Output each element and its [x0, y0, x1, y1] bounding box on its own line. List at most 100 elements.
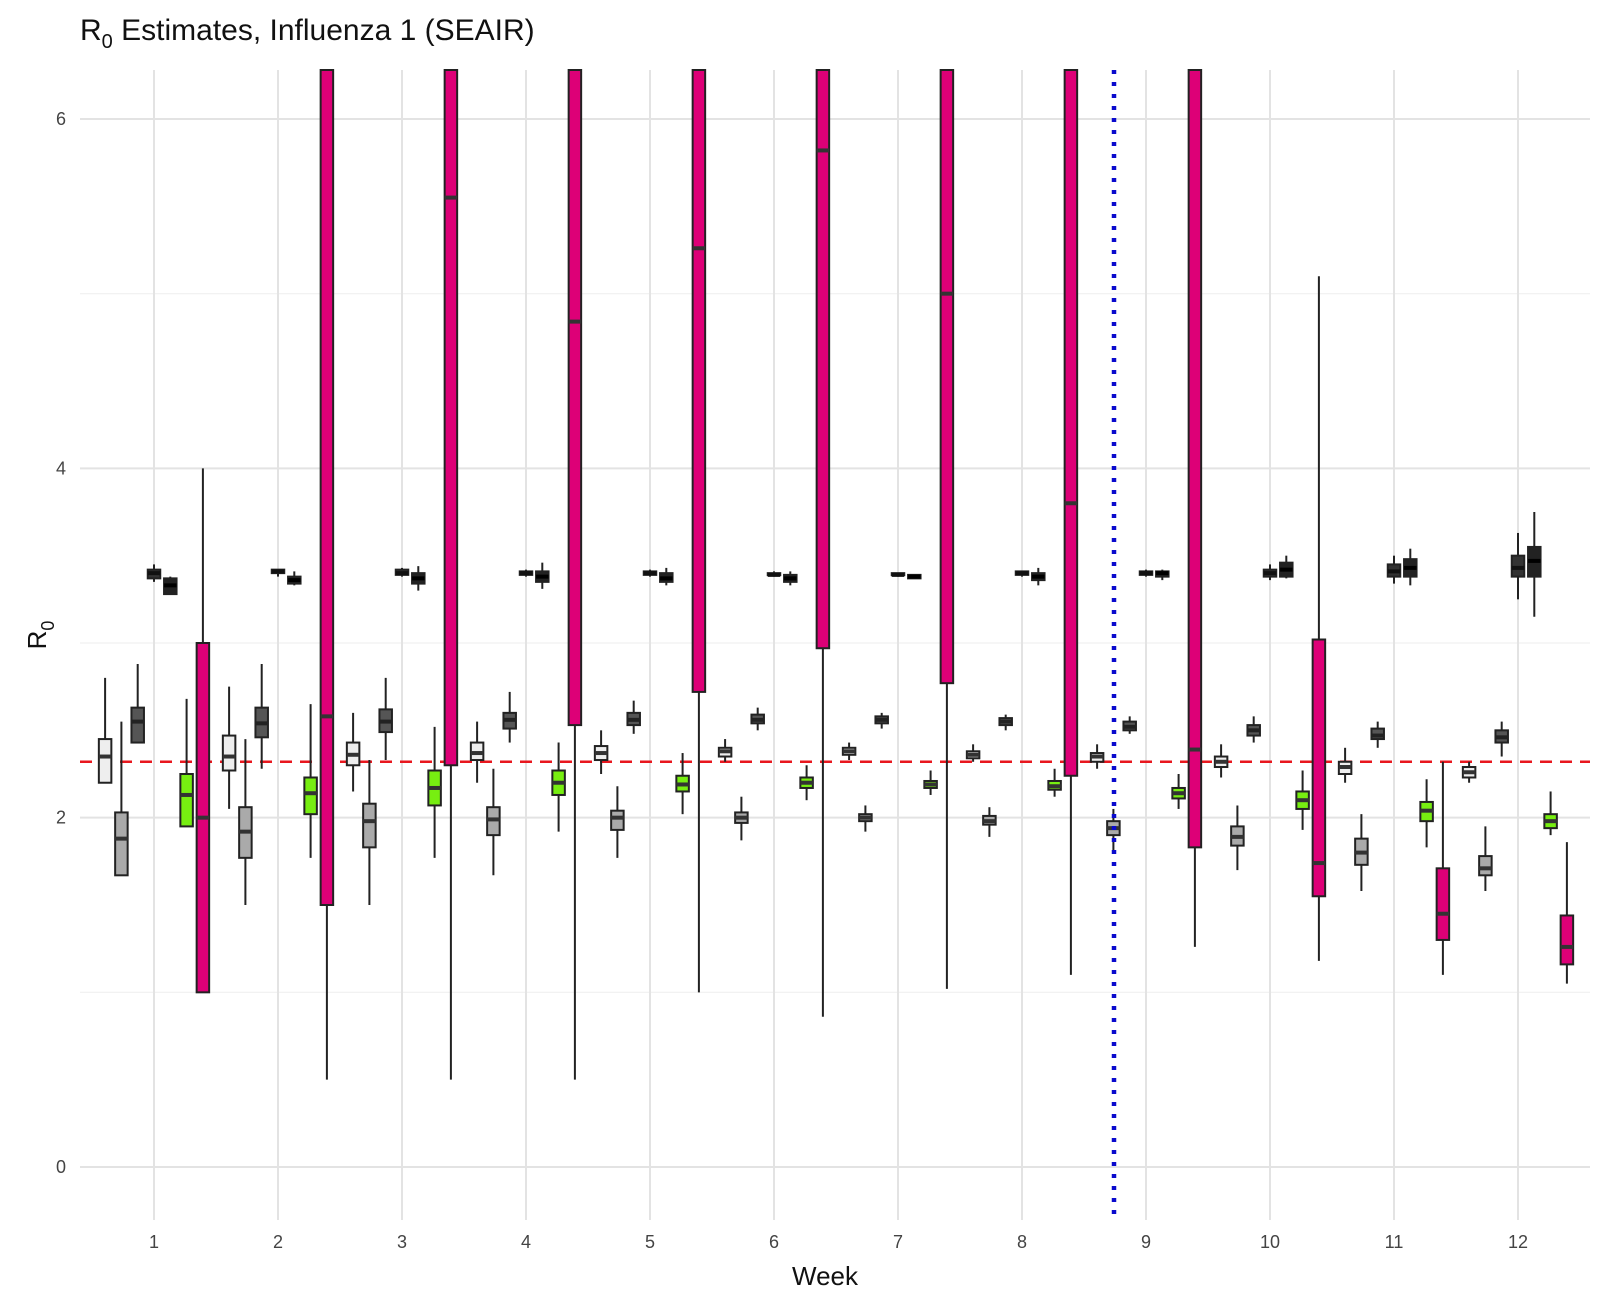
box-s4-week-8: [1014, 570, 1030, 577]
box-s6-week-12: [1543, 791, 1558, 836]
box-s3-week-1: [130, 663, 145, 744]
box-s6-week-9: [1171, 774, 1186, 809]
box-s4-week-11: [1386, 555, 1402, 584]
box-s1-week-7: [841, 742, 857, 761]
box: [1478, 855, 1493, 877]
box: [1063, 69, 1079, 777]
box-s4-week-1: [146, 564, 162, 582]
box-s2-week-7: [858, 805, 873, 832]
x-tick-label: 12: [1508, 1232, 1528, 1252]
box: [130, 706, 145, 744]
box-s5-week-7: [907, 573, 922, 580]
box-s1-week-10: [1213, 744, 1229, 778]
box-s5-week-2: [287, 571, 302, 586]
x-tick-label: 11: [1385, 1232, 1404, 1252]
x-tick-label: 7: [893, 1232, 903, 1252]
box-s3-week-6: [750, 707, 765, 731]
x-tick-label: 8: [1017, 1232, 1027, 1252]
box-s4-week-7: [890, 572, 906, 577]
box-s5-week-12: [1527, 512, 1542, 617]
box-s3-week-9: [1122, 716, 1137, 734]
box-s7-week-10: [1311, 276, 1327, 961]
box-s7-week-2: [319, 69, 335, 1080]
box-s1-week-8: [965, 744, 981, 762]
box-s2-week-11: [1354, 814, 1369, 892]
y-tick-label: 0: [56, 1157, 66, 1177]
box-s6-week-6: [799, 765, 814, 801]
box-s5-week-4: [535, 562, 550, 589]
box-s1-week-9: [1089, 744, 1105, 769]
box-s3-week-2: [254, 663, 269, 769]
box: [1435, 867, 1451, 941]
box-s6-week-1: [179, 698, 194, 828]
box-s4-week-9: [1138, 569, 1154, 577]
box-s7-week-6: [815, 69, 831, 1017]
box-s7-week-11: [1435, 761, 1451, 975]
box: [567, 69, 583, 727]
box: [815, 69, 831, 650]
x-tick-label: 4: [521, 1232, 531, 1252]
box-s2-week-12: [1478, 826, 1493, 892]
box: [691, 69, 707, 693]
box-s4-week-12: [1510, 532, 1526, 600]
x-tick-label: 1: [149, 1232, 159, 1252]
y-tick-label: 6: [56, 109, 66, 129]
box-s6-week-7: [923, 770, 938, 795]
box: [221, 734, 237, 772]
box-s2-week-3: [362, 760, 377, 905]
box-s1-week-2: [221, 686, 237, 809]
box-s3-week-10: [1246, 716, 1261, 743]
x-tick-label: 2: [273, 1232, 283, 1252]
box-s3-week-4: [502, 691, 517, 743]
box: [303, 776, 318, 816]
box-s5-week-11: [1403, 548, 1418, 586]
box-s5-week-5: [659, 567, 674, 586]
box: [319, 69, 335, 906]
box-s2-week-1: [114, 721, 129, 877]
box-s7-week-5: [691, 69, 707, 993]
box-s1-week-6: [717, 739, 733, 762]
box-s2-week-6: [734, 796, 749, 841]
chart-title: R0 Estimates, Influenza 1 (SEAIR): [80, 14, 535, 53]
box-s1-week-11: [1337, 747, 1353, 783]
box-s1-week-12: [1461, 761, 1477, 783]
box-s7-week-8: [1063, 69, 1079, 975]
box-s5-week-1: [163, 576, 178, 596]
y-tick-label: 2: [56, 808, 66, 828]
box-s4-week-10: [1262, 564, 1278, 581]
box-s1-week-5: [593, 730, 609, 774]
box-s7-week-7: [939, 69, 955, 989]
x-tick-label: 6: [769, 1232, 779, 1252]
x-tick-label: 10: [1260, 1232, 1280, 1252]
box-s7-week-9: [1187, 69, 1203, 947]
x-tick-label: 5: [645, 1232, 655, 1252]
box-s1-week-1: [97, 677, 113, 784]
y-axis-label: R0: [22, 621, 58, 650]
box-s3-week-7: [874, 712, 889, 729]
box: [1311, 638, 1327, 898]
box-s6-week-11: [1419, 779, 1434, 848]
box-s6-week-3: [427, 726, 442, 858]
box-s7-week-12: [1559, 842, 1575, 984]
box: [1187, 69, 1203, 849]
box: [362, 802, 377, 849]
box-s3-week-8: [998, 714, 1013, 731]
box-s4-week-3: [394, 567, 410, 577]
box-s3-week-11: [1370, 721, 1385, 748]
boxplot-layer: [97, 69, 1575, 1080]
box-s2-week-5: [610, 786, 625, 858]
box-s2-week-10: [1230, 805, 1245, 871]
y-tick-label: 4: [56, 458, 66, 478]
box-s5-week-6: [783, 571, 798, 586]
box-s6-week-10: [1295, 770, 1310, 830]
box: [1559, 914, 1575, 966]
box-s7-week-1: [195, 468, 211, 994]
box-s4-week-2: [270, 568, 286, 577]
box-s7-week-4: [567, 69, 583, 1080]
box-s6-week-2: [303, 704, 318, 858]
box-s4-week-5: [642, 569, 658, 577]
box-s2-week-4: [486, 768, 501, 876]
box-s6-week-5: [675, 753, 690, 815]
